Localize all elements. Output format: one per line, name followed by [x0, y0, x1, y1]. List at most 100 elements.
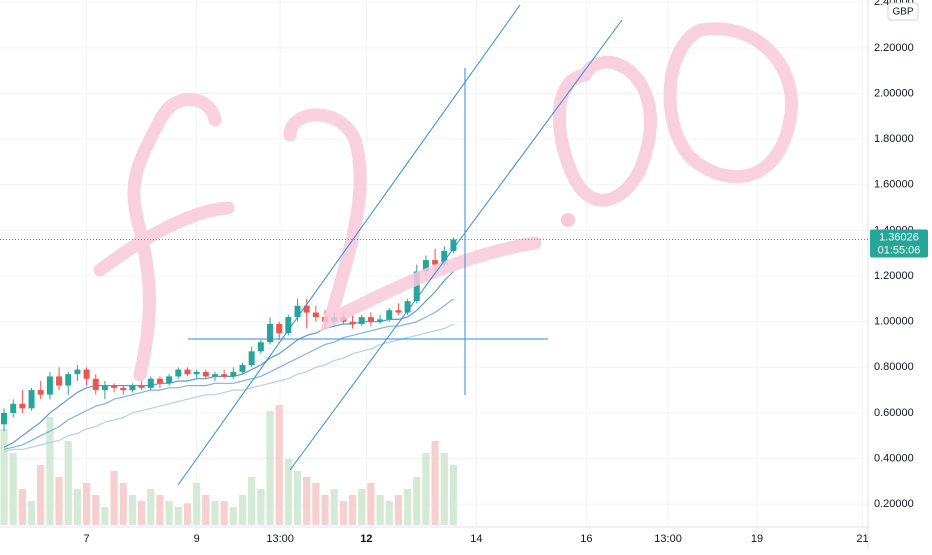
- volume-bar: [73, 489, 82, 525]
- volume-bar: [220, 501, 228, 525]
- volume-bar: [82, 483, 91, 525]
- volume-bar: [101, 507, 109, 525]
- x-tick-label: 13:00: [654, 533, 682, 545]
- candle-body: [138, 385, 145, 388]
- volume-bar: [440, 453, 448, 525]
- y-tick-label: 0.60000: [874, 407, 914, 419]
- volume-bar: [165, 501, 173, 525]
- candle-body: [422, 260, 429, 272]
- candle-body: [239, 365, 246, 372]
- volume-bar: [229, 507, 237, 525]
- candle-body: [230, 371, 237, 377]
- volume-bar: [367, 483, 375, 525]
- y-tick-label: 0.40000: [874, 452, 914, 464]
- candle-body: [101, 385, 108, 391]
- currency: GBP: [892, 7, 913, 18]
- candle-body: [129, 385, 136, 391]
- volume-bar: [321, 495, 329, 525]
- volume-bar: [238, 495, 247, 525]
- candle-body: [312, 312, 319, 318]
- moving-averages: [3, 271, 454, 453]
- moving-average: [3, 323, 454, 453]
- candle-body: [120, 387, 127, 391]
- candle-body: [193, 371, 200, 375]
- candle-body: [276, 323, 283, 334]
- volume-bar: [0, 429, 8, 525]
- candle-body: [248, 351, 255, 366]
- volume-bar: [174, 507, 182, 525]
- y-tick-label: 1.60000: [874, 179, 914, 191]
- candle-body: [184, 369, 191, 375]
- moving-average: [3, 298, 454, 450]
- x-tick-label: 14: [470, 533, 482, 545]
- volume-bar: [248, 477, 256, 525]
- volume-bar: [284, 459, 292, 525]
- x-tick-label: 13:00: [266, 533, 294, 545]
- x-tick-label: 9: [194, 533, 200, 545]
- y-tick-label: 2.00000: [874, 87, 914, 99]
- x-tick-label: 7: [84, 533, 90, 545]
- y-tick-label: 1.20000: [874, 270, 914, 282]
- candle-body: [294, 305, 301, 318]
- volume-bar: [293, 471, 302, 525]
- volume-bar: [376, 495, 384, 525]
- volume-bar: [183, 503, 192, 525]
- volume-bar: [119, 483, 127, 525]
- candle-body: [377, 319, 384, 322]
- candle-body: [404, 301, 411, 313]
- candle-body: [147, 378, 154, 388]
- volume-bar: [257, 489, 265, 525]
- candle-body: [156, 378, 163, 384]
- candle-body: [441, 250, 448, 265]
- candles: [1, 237, 457, 432]
- volume-bar: [211, 501, 219, 525]
- volume-bar: [385, 501, 393, 525]
- volume-bar: [431, 441, 439, 525]
- volume: [0, 405, 458, 525]
- volume-bar: [55, 477, 63, 525]
- candle-body: [1, 412, 8, 425]
- candle-body: [211, 374, 218, 377]
- candle-body: [56, 376, 63, 386]
- candle-body: [432, 260, 439, 265]
- x-tick-label: 19: [751, 533, 763, 545]
- volume-bar: [64, 441, 72, 525]
- candle-body: [19, 403, 26, 409]
- y-tick-label: 0.80000: [874, 361, 914, 373]
- last-price: 1.36026: [879, 231, 919, 243]
- candle-body: [65, 374, 72, 386]
- volume-bar: [303, 477, 311, 525]
- candle-body: [175, 369, 182, 377]
- candle-body: [202, 371, 209, 377]
- volume-bar: [339, 501, 347, 525]
- candle-body: [92, 378, 99, 391]
- moving-average: [3, 271, 454, 448]
- volume-bar: [202, 495, 210, 525]
- candle-body: [257, 342, 264, 352]
- y-tick-label: 1.00000: [874, 316, 914, 328]
- candle-body: [267, 323, 274, 343]
- candle-body: [10, 403, 17, 413]
- candle-body: [285, 317, 292, 334]
- y-tick-label: 0.20000: [874, 498, 914, 510]
- candle-body: [28, 390, 35, 409]
- volume-bar: [403, 489, 412, 525]
- volume-bar: [394, 495, 403, 525]
- volume-bar: [128, 495, 137, 525]
- candle-body: [303, 305, 310, 313]
- candle-body: [83, 369, 90, 379]
- drawings: [93, 4, 798, 486]
- candle-body: [413, 271, 420, 302]
- candle-body: [74, 369, 81, 375]
- volume-bar: [110, 471, 118, 525]
- candle-body: [166, 376, 173, 384]
- x-tick-label: 12: [360, 533, 372, 545]
- volume-bar: [18, 489, 26, 525]
- volume-bar: [266, 411, 274, 525]
- x-tick-label: 21: [856, 533, 868, 545]
- candle-body: [395, 310, 402, 313]
- candle-body: [111, 385, 118, 388]
- volume-bar: [147, 489, 155, 525]
- volume-bar: [9, 453, 17, 525]
